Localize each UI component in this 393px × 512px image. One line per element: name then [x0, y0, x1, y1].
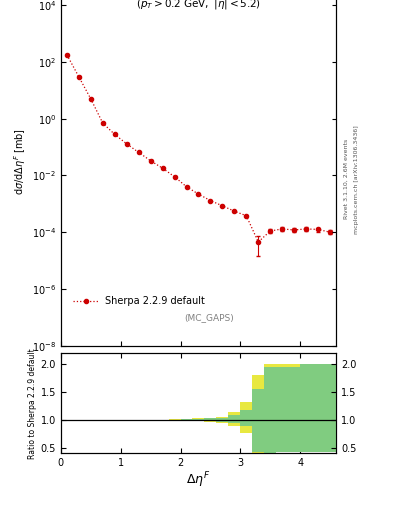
Text: $(p_T > 0.2\ \mathrm{GeV},\ |\eta| < 5.2)$: $(p_T > 0.2\ \mathrm{GeV},\ |\eta| < 5.2…	[136, 0, 261, 11]
X-axis label: $\Delta\eta^F$: $\Delta\eta^F$	[186, 471, 211, 490]
Y-axis label: d$\sigma$/d$\Delta\eta^F$ [mb]: d$\sigma$/d$\Delta\eta^F$ [mb]	[12, 128, 28, 195]
Text: Rivet 3.1.10, 2.6M events: Rivet 3.1.10, 2.6M events	[344, 139, 349, 219]
Legend: Sherpa 2.2.9 default: Sherpa 2.2.9 default	[68, 291, 210, 311]
Text: mcplots.cern.ch [arXiv:1306.3436]: mcplots.cern.ch [arXiv:1306.3436]	[354, 125, 359, 233]
Y-axis label: Ratio to Sherpa 2.2.9 default: Ratio to Sherpa 2.2.9 default	[28, 348, 37, 459]
Text: (MC_GAPS): (MC_GAPS)	[185, 313, 234, 322]
